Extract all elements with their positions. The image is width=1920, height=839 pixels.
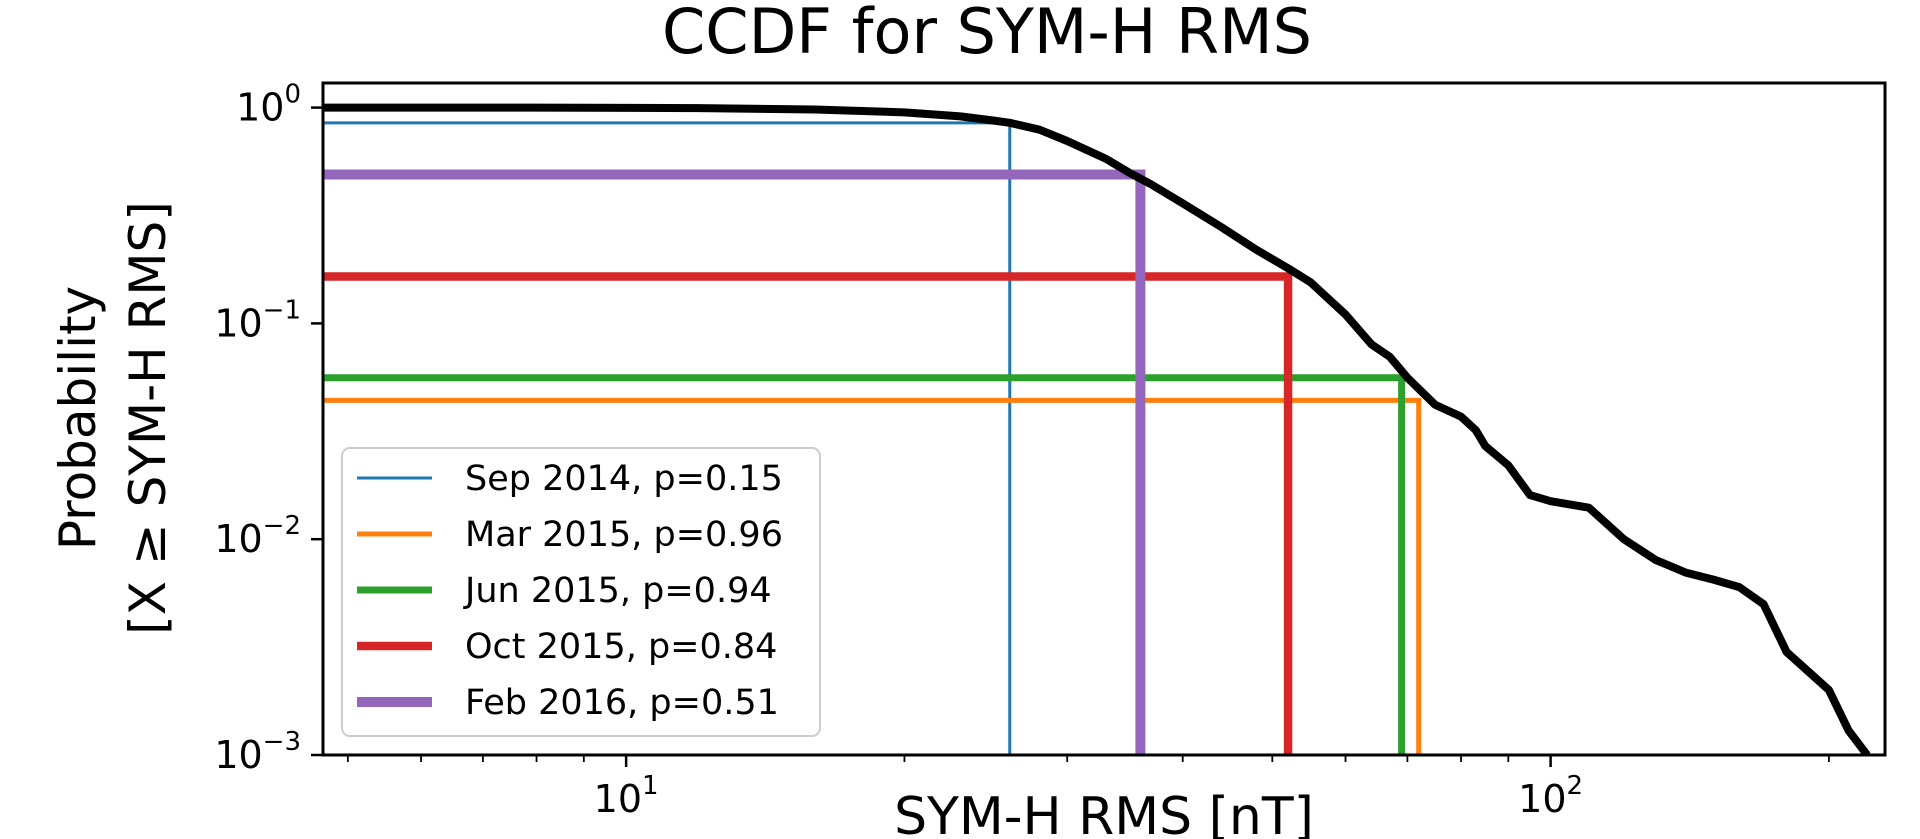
x-tick-label-0: 101 — [594, 771, 659, 821]
x-axis-ticks: 101 102 — [346, 755, 1830, 821]
plot-marks — [323, 103, 1871, 755]
legend-label-2: Jun 2015, p=0.94 — [463, 571, 772, 611]
y-axis-label-line1: Probability — [49, 286, 107, 550]
series-line-3 — [323, 272, 1293, 755]
legend-label-0: Sep 2014, p=0.15 — [465, 459, 783, 499]
legend: Sep 2014, p=0.15 Mar 2015, p=0.96 Jun 2015… — [341, 447, 821, 737]
y-axis-label-line2: [X ≥ SYM-H RMS] — [119, 201, 177, 635]
ccdf-curve — [323, 103, 1871, 755]
y-tick-label-0: 100 — [236, 80, 301, 130]
legend-label-3: Oct 2015, p=0.84 — [465, 627, 777, 667]
y-tick-label-2: 10−2 — [214, 511, 301, 561]
y-tick-label-3: 10−3 — [214, 727, 301, 777]
legend-label-1: Mar 2015, p=0.96 — [465, 515, 783, 555]
chart-title: CCDF for SYM-H RMS — [662, 0, 1312, 68]
y-tick-label-1: 10−1 — [214, 295, 301, 345]
y-axis-ticks: 100 10−1 10−2 10−3 — [214, 80, 323, 777]
series-line-2 — [323, 374, 1406, 755]
legend-box — [341, 447, 821, 737]
legend-label-4: Feb 2016, p=0.51 — [465, 683, 779, 723]
plot-frame — [321, 81, 1887, 757]
series-line-1 — [323, 397, 1422, 755]
x-tick-label-1: 102 — [1518, 771, 1583, 821]
x-axis-label: SYM-H RMS [nT] — [894, 787, 1314, 839]
